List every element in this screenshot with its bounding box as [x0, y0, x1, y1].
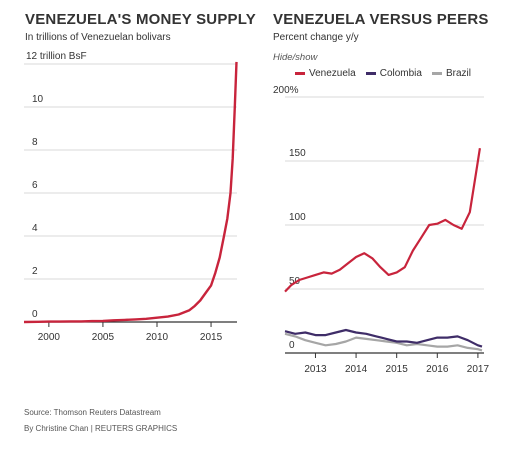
left-y-top-label: 12 trillion BsF	[26, 51, 87, 62]
right-y-tick-label: 150	[289, 148, 306, 159]
left-y-tick-label: 4	[32, 223, 38, 234]
legend-item-venezuela[interactable]: Venezuela	[295, 68, 356, 79]
left-y-tick-label: 2	[32, 266, 38, 277]
legend-label-colombia: Colombia	[379, 68, 422, 79]
right-series-line-venezuela	[284, 148, 481, 293]
right-x-tick-label: 2014	[345, 364, 368, 375]
left-y-tick-label: 8	[32, 137, 38, 148]
left-chart-subtitle: In trillions of Venezuelan bolivars	[25, 32, 171, 43]
left-x-tick-label: 2010	[146, 332, 169, 343]
right-x-tick-label: 2017	[467, 364, 490, 375]
legend-item-brazil[interactable]: Brazil	[431, 68, 471, 79]
right-y-tick-label: 100	[289, 212, 306, 223]
hide-show-label: Hide/show	[273, 52, 318, 63]
right-y-tick-label: 0	[289, 340, 295, 351]
left-x-tick-label: 2005	[92, 332, 115, 343]
right-x-tick-label: 2013	[304, 364, 327, 375]
legend-swatch-colombia	[365, 72, 376, 75]
left-x-tick-label: 2000	[38, 332, 61, 343]
right-x-tick-label: 2015	[386, 364, 409, 375]
right-chart-title: VENEZUELA VERSUS PEERS	[273, 11, 489, 28]
left-y-tick-label: 0	[32, 309, 38, 320]
right-series-line-brazil	[284, 332, 483, 352]
legend-item-colombia[interactable]: Colombia	[365, 68, 422, 79]
left-chart-title: VENEZUELA'S MONEY SUPPLY	[25, 11, 256, 28]
left-y-tick-label: 10	[32, 94, 44, 105]
right-chart-subtitle: Percent change y/y	[273, 32, 359, 43]
legend-swatch-venezuela	[295, 72, 305, 75]
right-chart-legend: Venezuela Colombia Brazil	[295, 68, 471, 79]
legend-label-brazil: Brazil	[445, 68, 471, 79]
right-series-line-colombia	[284, 328, 483, 348]
legend-label-venezuela: Venezuela	[309, 68, 356, 79]
legend-swatch-brazil	[431, 72, 442, 75]
byline: By Christine Chan | REUTERS GRAPHICS	[24, 424, 178, 433]
source-note: Source: Thomson Reuters Datastream	[24, 408, 161, 417]
left-x-tick-label: 2015	[200, 332, 223, 343]
right-y-tick-label: 50	[289, 276, 301, 287]
left-series-line-money-supply	[23, 61, 238, 324]
right-y-top-label: 200%	[273, 85, 299, 96]
left-y-tick-label: 6	[32, 180, 38, 191]
right-x-tick-label: 2016	[426, 364, 449, 375]
